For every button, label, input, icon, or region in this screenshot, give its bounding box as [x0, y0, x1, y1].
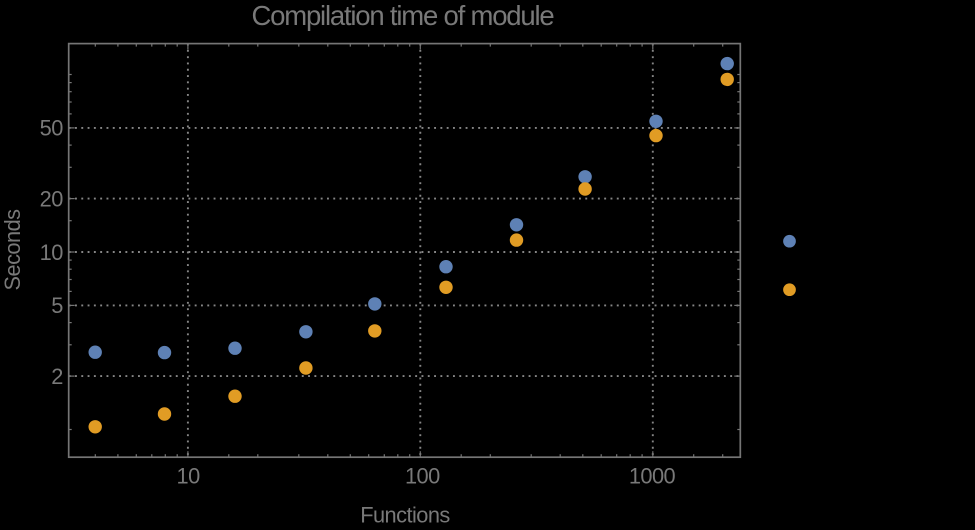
- svg-text:5: 5: [51, 293, 63, 318]
- svg-text:10: 10: [177, 464, 201, 489]
- svg-text:2: 2: [51, 364, 63, 389]
- svg-text:50: 50: [40, 116, 64, 141]
- svg-text:Functions: Functions: [360, 503, 450, 525]
- svg-text:Seconds: Seconds: [0, 209, 25, 291]
- svg-text:100: 100: [405, 464, 440, 489]
- svg-text:Compilation time of module: Compilation time of module: [251, 0, 554, 31]
- svg-text:20: 20: [40, 186, 64, 211]
- svg-text:10: 10: [40, 240, 64, 265]
- svg-text:1000: 1000: [629, 464, 676, 489]
